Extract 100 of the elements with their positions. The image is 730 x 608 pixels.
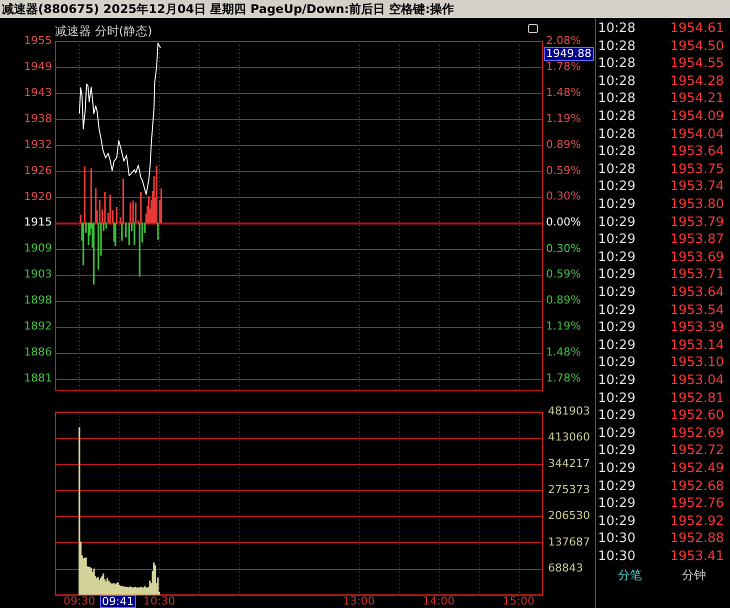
y-tick-label: 68843: [548, 561, 583, 574]
data-label: 1952.92: [670, 512, 724, 530]
data-label: 1952.49: [670, 460, 724, 478]
category-label: 10:28: [598, 21, 636, 36]
chart-subtitle: 减速器 分时(静态): [55, 23, 152, 40]
category-label: 10:29: [598, 285, 636, 300]
y-tick-label: 344217: [548, 456, 590, 470]
category-label: 10:29: [598, 461, 636, 476]
data-label: 1952.60: [670, 407, 724, 425]
category-label: 10:29: [598, 478, 636, 494]
text: 分笔: [618, 568, 642, 582]
category-label: 10:29: [598, 408, 636, 424]
data-label: 1953.71: [670, 266, 724, 284]
data-label: 1953.39: [670, 319, 724, 337]
data-label: 1953.69: [670, 248, 724, 266]
category-label: 10:29: [598, 426, 636, 441]
data-label: 1953.80: [670, 196, 724, 214]
category-label: 10:30: [598, 549, 636, 564]
category-label: 10:29: [598, 232, 636, 248]
text: 分钟: [682, 568, 706, 582]
data-label: 1954.55: [670, 55, 724, 73]
data-label: 1953.79: [670, 214, 724, 232]
y-tick-label: 1915: [24, 216, 52, 229]
category-label: 10:29: [598, 496, 636, 512]
text: 1949.88: [544, 47, 594, 61]
data-label: 1953.54: [670, 302, 724, 320]
y-tick-label: 1938: [24, 112, 52, 125]
category-label: 10:29: [598, 443, 636, 458]
category-label: 10:28: [598, 38, 636, 54]
y2-tick-label: 1.78%: [546, 372, 581, 385]
data-label: 1953.64: [670, 284, 724, 302]
y2-tick-label: 1.19%: [546, 320, 581, 333]
y-tick-label: 1932: [24, 138, 52, 151]
category-label: 10:29: [598, 179, 636, 194]
data-label: 1953.04: [670, 372, 724, 390]
y-tick-label: 1892: [24, 320, 52, 333]
y-tick-label: 1955: [24, 34, 52, 47]
category-label: 10:29: [598, 338, 636, 353]
data-label: 1952.69: [670, 424, 724, 442]
y2-tick-label: 0.59%: [546, 268, 581, 281]
data-label: 1954.04: [670, 126, 724, 144]
data-label: 1953.64: [670, 143, 724, 161]
y2-tick-label: 1.78%: [546, 60, 581, 73]
data-label: 1953.74: [670, 178, 724, 196]
data-label: 1954.09: [670, 108, 724, 126]
data-label: 1953.14: [670, 336, 724, 354]
chart-title: 减速器(880675) 2025年12月04日 星期四 PageUp/Down:前后日 空格键:操作: [0, 0, 730, 18]
data-label: 1952.76: [670, 495, 724, 513]
y-tick-label: 1920: [24, 190, 52, 203]
category-label: 10:29: [598, 514, 636, 529]
category-label: 10:30: [598, 531, 636, 546]
category-label: 10:29: [598, 197, 636, 212]
y2-tick-label: 1.48%: [546, 346, 581, 359]
category-label: 10:29: [598, 373, 636, 388]
data-label: 1954.61: [670, 20, 724, 38]
category-label: 10:29: [598, 214, 636, 230]
data-label: 1953.41: [670, 548, 724, 566]
y-tick-label: 1909: [24, 242, 52, 255]
category-label: 10:29: [598, 320, 636, 336]
category-label: 10:28: [598, 91, 636, 106]
y-tick-label: 1886: [24, 346, 52, 359]
y2-tick-label: 2.08%: [546, 34, 581, 47]
y-tick-label: 275373: [548, 482, 590, 496]
y-tick-label: 1943: [24, 86, 52, 99]
y-tick-label: 1881: [24, 372, 52, 385]
y-tick-label: 1949: [24, 60, 52, 73]
y-tick-label: 206530: [548, 509, 590, 522]
y-tick-label: 137687: [548, 535, 590, 548]
y2-tick-label: 0.30%: [546, 190, 581, 203]
data-label: 1954.28: [670, 72, 724, 90]
y2-tick-label: 1.19%: [546, 112, 581, 125]
data-label: 1953.75: [670, 160, 724, 178]
y2-tick-label: 0.00%: [546, 216, 581, 229]
annotation: 09:41: [100, 595, 136, 608]
y2-tick-label: 0.89%: [546, 138, 581, 151]
category-label: 10:28: [598, 144, 636, 160]
category-label: 10:28: [598, 109, 636, 124]
x-tick-label: 13:00: [343, 594, 375, 608]
category-label: 10:29: [598, 390, 636, 406]
y-tick-label: 481903: [548, 404, 590, 418]
data-label: 1952.88: [670, 530, 724, 548]
x-tick-label: 14:00: [422, 594, 455, 608]
category-label: 10:28: [598, 74, 636, 89]
y-tick-label: 1898: [24, 294, 52, 307]
y-tick-label: 1926: [24, 164, 52, 177]
y2-tick-label: 0.59%: [546, 164, 581, 177]
category-label: 10:29: [598, 267, 636, 282]
data-label: 1952.68: [670, 478, 724, 496]
data-label: 1954.21: [670, 90, 724, 108]
category-label: 10:29: [598, 250, 636, 265]
category-label: 10:28: [598, 162, 636, 177]
category-label: 10:29: [598, 355, 636, 370]
category-label: 10:28: [598, 126, 636, 142]
data-label: 1953.10: [670, 354, 724, 372]
y2-tick-label: 1.48%: [546, 86, 581, 99]
y2-tick-label: 0.30%: [546, 242, 581, 255]
data-label: 1954.50: [670, 38, 724, 56]
data-label: 1952.72: [670, 442, 724, 460]
data-label: 1953.87: [670, 231, 724, 249]
data-label: 1952.81: [670, 390, 724, 408]
